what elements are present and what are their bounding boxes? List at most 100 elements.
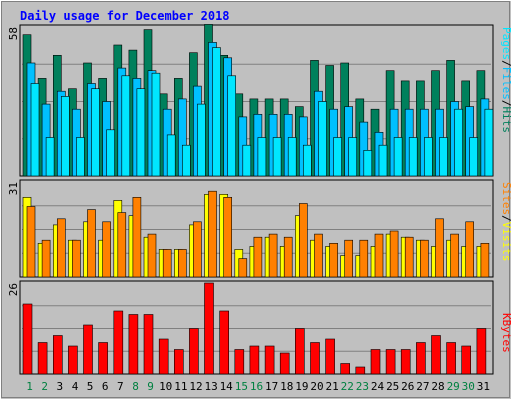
bar-kbytes-day-18 — [279, 352, 290, 375]
bar-pages-day-6 — [106, 129, 115, 177]
bar-visits-day-16 — [253, 236, 263, 278]
x-tick-label: 13 — [204, 380, 217, 393]
legend-middle-item: / — [500, 215, 512, 222]
bar-pages-day-3 — [60, 96, 70, 177]
bar-visits-day-23 — [359, 239, 369, 278]
bar-pages-day-8 — [136, 88, 146, 177]
bar-kbytes-day-22 — [340, 363, 351, 375]
bar-visits-day-19 — [298, 203, 308, 278]
bar-kbytes-day-6 — [98, 342, 108, 375]
bar-kbytes-day-31 — [476, 328, 487, 375]
x-tick-label: 26 — [401, 380, 414, 393]
bar-visits-day-15 — [238, 258, 248, 278]
bar-pages-day-11 — [182, 144, 191, 177]
x-tick-label: 25 — [386, 380, 399, 393]
x-tick-label: 19 — [295, 380, 308, 393]
bar-pages-day-29 — [454, 108, 463, 177]
x-tick-label: 16 — [250, 380, 263, 393]
bar-kbytes-day-28 — [431, 335, 441, 375]
bar-visits-day-11 — [178, 249, 187, 278]
bar-pages-day-10 — [166, 134, 176, 177]
bar-kbytes-day-2 — [37, 342, 48, 375]
bar-pages-day-5 — [91, 88, 100, 177]
legend-top-item: Files — [500, 67, 512, 100]
x-tick-label: 28 — [431, 380, 444, 393]
legend-middle-item: Visits — [500, 222, 512, 262]
bar-visits-day-8 — [132, 197, 142, 278]
bar-visits-day-1 — [26, 206, 36, 278]
bar-visits-day-17 — [268, 233, 278, 278]
bar-visits-day-6 — [102, 221, 111, 278]
y-max-label: 31 — [7, 182, 20, 195]
bar-kbytes-day-8 — [128, 314, 139, 375]
legend-top: Pages/Files/Hits — [500, 27, 512, 133]
bar-kbytes-day-19 — [294, 328, 305, 375]
x-tick-label: 21 — [325, 380, 338, 393]
bar-visits-day-22 — [344, 239, 354, 278]
x-tick-label: 20 — [310, 380, 323, 393]
x-tick-label: 17 — [265, 380, 278, 393]
bar-kbytes-day-20 — [310, 342, 320, 375]
bar-pages-day-14 — [227, 75, 236, 177]
bar-kbytes-day-11 — [174, 349, 184, 375]
bar-visits-day-27 — [420, 239, 429, 278]
x-tick-label: 1 — [26, 380, 33, 393]
x-tick-label: 9 — [147, 380, 154, 393]
bar-pages-day-31 — [484, 108, 494, 177]
bar-kbytes-day-3 — [52, 335, 63, 375]
bar-visits-day-2 — [41, 239, 51, 278]
bar-pages-day-12 — [197, 103, 206, 177]
bar-visits-day-26 — [404, 236, 414, 278]
x-tick-label: 4 — [72, 380, 79, 393]
bar-pages-day-24 — [378, 144, 388, 177]
legend-top-item: Pages — [500, 27, 512, 60]
bar-visits-day-5 — [87, 209, 96, 278]
bar-visits-day-4 — [72, 239, 81, 278]
x-tick-label: 12 — [189, 380, 202, 393]
bar-pages-day-23 — [363, 150, 373, 177]
x-tick-label: 30 — [462, 380, 475, 393]
panel-top: 58 — [7, 24, 494, 177]
x-tick-label: 27 — [416, 380, 429, 393]
bar-visits-day-28 — [435, 218, 444, 278]
bar-kbytes-day-29 — [446, 342, 456, 375]
bar-pages-day-26 — [408, 137, 418, 177]
bar-kbytes-day-16 — [249, 345, 260, 375]
x-tick-label: 6 — [102, 380, 109, 393]
bar-kbytes-day-27 — [416, 342, 426, 375]
x-tick-label: 22 — [341, 380, 354, 393]
bar-visits-day-31 — [480, 243, 490, 278]
bar-kbytes-day-9 — [143, 314, 154, 375]
y-max-label: 58 — [7, 27, 20, 40]
bar-kbytes-day-15 — [234, 349, 245, 375]
x-tick-label: 7 — [117, 380, 124, 393]
bar-pages-day-25 — [393, 137, 403, 177]
bar-pages-day-16 — [257, 137, 267, 177]
bar-visits-day-13 — [208, 190, 217, 278]
bar-pages-day-19 — [302, 144, 312, 177]
bar-visits-day-29 — [450, 233, 459, 278]
bar-visits-day-30 — [465, 221, 475, 278]
bar-pages-day-21 — [333, 137, 342, 177]
bar-kbytes-day-30 — [461, 345, 472, 375]
bar-pages-day-2 — [45, 137, 55, 177]
bar-kbytes-day-26 — [400, 349, 411, 375]
bar-visits-day-24 — [374, 233, 384, 278]
x-tick-label: 31 — [477, 380, 490, 393]
bar-pages-day-1 — [30, 83, 40, 177]
bar-pages-day-20 — [318, 101, 327, 177]
bar-pages-day-28 — [439, 137, 448, 177]
bar-kbytes-day-21 — [325, 338, 335, 375]
bar-pages-day-22 — [348, 137, 358, 177]
x-tick-label: 29 — [447, 380, 460, 393]
bar-kbytes-day-4 — [68, 345, 78, 375]
bar-visits-day-14 — [223, 197, 232, 278]
x-tick-label: 18 — [280, 380, 293, 393]
x-tick-label: 2 — [41, 380, 48, 393]
bar-pages-day-18 — [287, 137, 297, 177]
bar-kbytes-day-5 — [83, 324, 93, 375]
legend-bottom: KBytes — [500, 313, 512, 353]
x-tick-label: 3 — [56, 380, 63, 393]
legend-top-item: / — [500, 60, 512, 67]
